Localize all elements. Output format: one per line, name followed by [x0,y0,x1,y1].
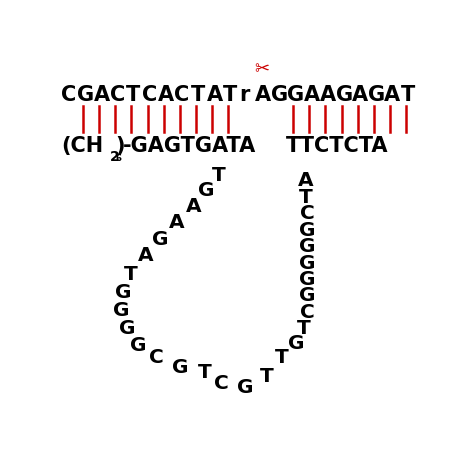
Text: A: A [158,85,174,105]
Text: A: A [93,85,109,105]
Text: G: G [130,336,146,355]
Text: G: G [113,301,130,320]
Text: TTCTCTA: TTCTCTA [286,137,389,156]
Text: T: T [223,85,237,105]
Text: ✂: ✂ [254,61,269,79]
Text: G: G [299,270,316,289]
Text: r: r [239,85,249,105]
Text: T: T [297,319,310,338]
Text: C: C [300,204,315,223]
Text: G: G [336,85,353,105]
Text: T: T [212,166,226,185]
Text: G: G [198,181,214,200]
Text: T: T [124,264,138,283]
Text: A: A [384,85,401,105]
Text: G: G [288,334,304,353]
Text: T: T [191,85,205,105]
Text: T: T [260,367,273,386]
Text: G: G [299,286,316,305]
Text: (CH: (CH [61,137,103,156]
Text: G: G [115,283,132,302]
Text: C: C [142,85,157,105]
Text: A: A [185,197,201,216]
Text: C: C [213,374,228,393]
Text: G: G [287,85,304,105]
Text: C: C [174,85,190,105]
Text: T: T [401,85,415,105]
Text: ₆: ₆ [115,149,121,164]
Text: G: G [237,378,253,397]
Text: A: A [207,85,223,105]
Text: G: G [77,85,94,105]
Text: -GAGTGATA: -GAGTGATA [122,137,255,156]
Text: T: T [299,188,312,207]
Text: C: C [109,85,125,105]
Text: A: A [138,246,154,265]
Text: A: A [303,85,319,105]
Text: G: G [299,221,316,240]
Text: G: G [119,319,136,338]
Text: G: G [152,230,169,249]
Text: 2: 2 [109,149,119,164]
Text: T: T [274,348,288,367]
Text: G: G [299,237,316,256]
Text: T: T [126,85,140,105]
Text: T: T [198,363,211,382]
Text: C: C [300,303,315,322]
Text: A: A [352,85,368,105]
Text: A: A [298,172,313,191]
Text: A: A [169,213,184,232]
Text: G: G [299,254,316,273]
Text: C: C [149,348,164,367]
Text: A: A [255,85,271,105]
Text: C: C [61,85,76,105]
Text: G: G [172,357,189,377]
Text: G: G [271,85,288,105]
Text: A: A [319,85,336,105]
Text: ): ) [115,137,125,156]
Text: G: G [368,85,385,105]
